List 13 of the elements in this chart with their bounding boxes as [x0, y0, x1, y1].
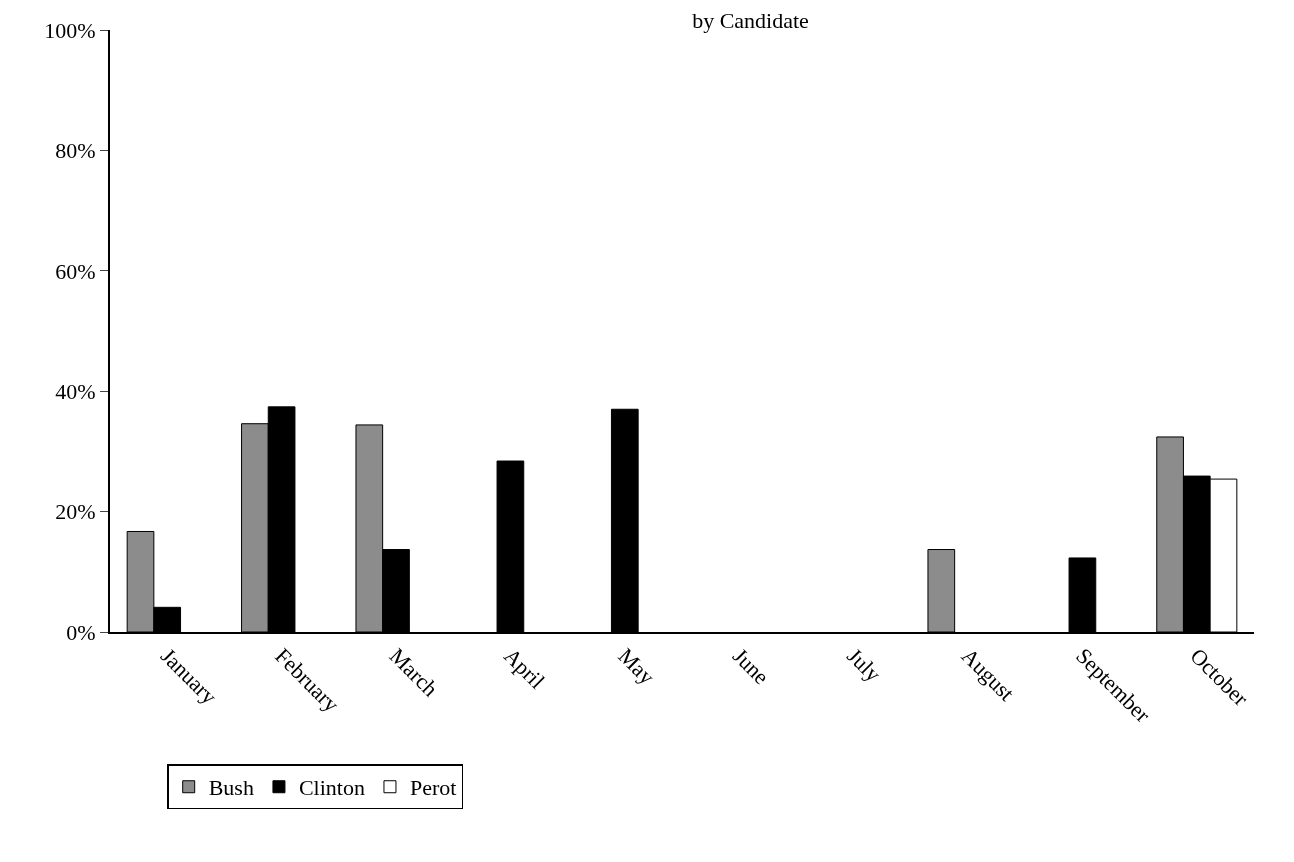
- x-tick-label: July: [842, 643, 886, 687]
- y-tick-label: 20%: [55, 499, 96, 525]
- legend-label: Clinton: [298, 775, 365, 801]
- x-tick-label: June: [727, 643, 775, 690]
- y-tick-label: 0%: [66, 619, 96, 645]
- y-tick-label: 100%: [44, 17, 96, 43]
- y-tick-label: 80%: [55, 138, 96, 164]
- y-tick-label: 40%: [55, 378, 96, 404]
- chart-title: by Candidate: [692, 8, 809, 34]
- legend-label: Perot: [409, 775, 457, 801]
- x-tick-label: May: [613, 643, 660, 690]
- y-tick-label: 60%: [55, 258, 96, 284]
- legend-label: Bush: [208, 775, 254, 801]
